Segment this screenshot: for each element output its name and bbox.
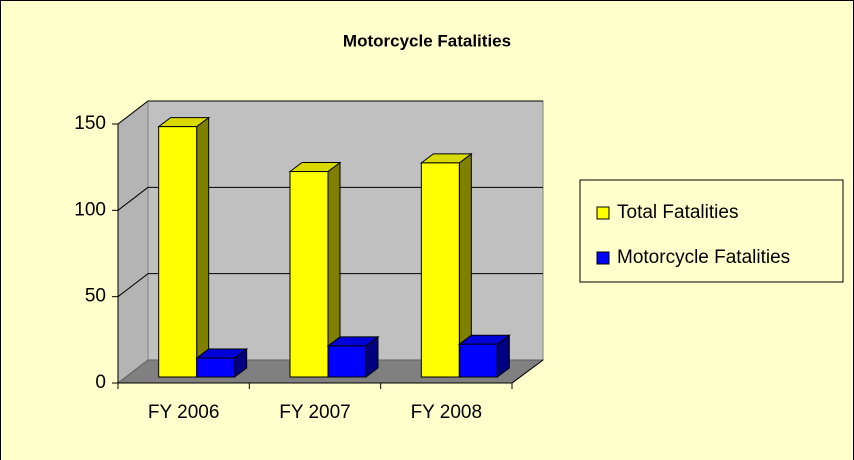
chart-title: Motorcycle Fatalities: [343, 31, 511, 50]
legend-swatch: [596, 206, 610, 220]
floor-edge: [511, 359, 544, 384]
grid-line: [117, 186, 149, 211]
bar: [289, 171, 329, 378]
legend-label: Motorcycle Fatalities: [617, 247, 790, 268]
bar: [158, 126, 198, 378]
grid: [117, 100, 543, 298]
back-wall: [147, 100, 544, 361]
bar-side: [196, 116, 210, 378]
side-wall: [117, 99, 149, 385]
bar: [458, 343, 498, 378]
legend-label: Total Fatalities: [617, 202, 738, 223]
x-tick-label: FY 2006: [148, 402, 219, 423]
bar: [327, 345, 367, 378]
bars: [157, 116, 511, 378]
grid-line: [117, 100, 149, 125]
y-tick-label: 0: [95, 372, 106, 393]
y-tick-label: 100: [74, 199, 106, 220]
x-tick-label: FY 2007: [279, 402, 350, 423]
y-tick-label: 150: [74, 113, 106, 134]
x-tick-label: FY 2008: [411, 402, 482, 423]
bar: [420, 162, 460, 378]
bar: [196, 357, 236, 378]
legend-swatch: [596, 251, 610, 265]
y-tick-label: 50: [85, 286, 106, 307]
grid-line: [117, 273, 149, 298]
legend: [579, 179, 844, 283]
